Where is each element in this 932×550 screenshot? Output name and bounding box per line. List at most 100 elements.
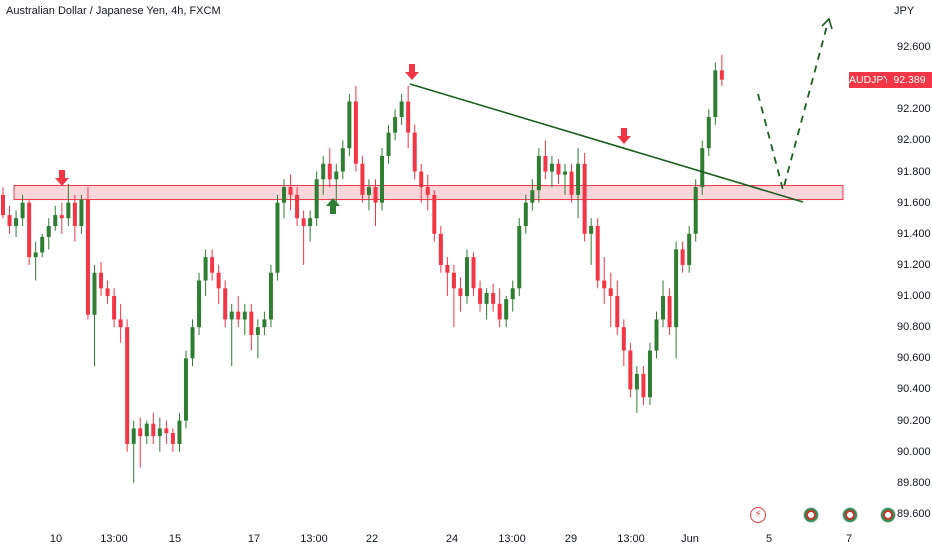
x-tick-label: 29 — [564, 533, 578, 545]
candle-body — [530, 190, 535, 203]
candle-body — [504, 299, 509, 320]
candle — [197, 272, 202, 335]
symbol-price-tag: AUDJPY — [849, 72, 891, 88]
candle-body — [719, 70, 724, 80]
candle — [353, 85, 358, 172]
candle — [92, 264, 97, 367]
candle — [321, 155, 326, 195]
candle — [576, 148, 581, 219]
y-tick-label: 92.000 — [897, 134, 931, 147]
candle-body — [216, 272, 221, 289]
candle — [334, 163, 339, 203]
currency-label: JPY — [894, 5, 915, 17]
candle-body — [301, 218, 306, 227]
candle-body — [419, 171, 424, 188]
candle-body — [406, 101, 411, 133]
candle-body — [569, 171, 574, 195]
price-axis[interactable] — [887, 0, 932, 550]
candle — [373, 179, 378, 227]
candle-body — [321, 163, 326, 180]
candle-body — [674, 249, 679, 328]
candle — [412, 124, 417, 180]
candle — [595, 218, 600, 289]
candle — [268, 264, 273, 328]
candle — [432, 190, 437, 242]
candle-body — [125, 327, 130, 444]
x-tick-label: 13:00 — [617, 533, 645, 545]
flag-icon[interactable] — [842, 507, 858, 523]
candle — [164, 420, 169, 444]
candle — [569, 163, 574, 203]
candle-body — [458, 288, 463, 297]
candle — [687, 226, 692, 273]
candle — [523, 194, 528, 234]
candle-body — [576, 163, 581, 195]
candle-body — [72, 202, 77, 227]
y-tick-label: 91.600 — [897, 196, 931, 209]
candle — [46, 218, 51, 250]
last-price-label: 92.389 — [887, 72, 932, 88]
candle — [458, 277, 463, 312]
arrow-down-marker — [405, 64, 419, 80]
candle — [536, 148, 541, 203]
candle-body — [282, 187, 287, 203]
candle-body — [223, 288, 228, 320]
candle — [262, 311, 267, 335]
candle-body — [92, 272, 97, 315]
candles-layer — [1, 54, 724, 483]
candle-body — [634, 373, 639, 390]
candle — [615, 280, 620, 335]
arrow-down-marker — [55, 170, 69, 186]
flag-icon[interactable] — [880, 507, 896, 523]
candle — [40, 233, 45, 258]
candle — [674, 241, 679, 359]
candle — [497, 288, 502, 328]
candle-body — [242, 311, 247, 320]
plot-background — [0, 0, 887, 550]
y-tick-label: 91.400 — [897, 227, 931, 240]
candle-body — [366, 187, 371, 195]
y-tick-label: 90.200 — [897, 414, 931, 427]
lightning-icon[interactable]: ⚡ — [750, 507, 766, 523]
candle — [491, 283, 496, 312]
candle-body — [314, 179, 319, 219]
y-tick-label: 90.000 — [897, 445, 931, 458]
candle-body — [393, 117, 398, 133]
candle — [66, 183, 71, 227]
candle-body — [510, 288, 515, 300]
candle-body — [425, 187, 430, 195]
candle-body — [99, 272, 104, 289]
candle — [183, 350, 188, 429]
candle-body — [308, 218, 313, 227]
candle — [275, 194, 280, 281]
candle — [556, 159, 561, 184]
candle — [419, 163, 424, 203]
candle — [471, 252, 476, 297]
flag-icon[interactable] — [803, 507, 819, 523]
candle-body — [497, 303, 502, 320]
candle — [308, 210, 313, 242]
candle-body — [386, 132, 391, 156]
candle-body — [40, 236, 45, 253]
candle — [399, 93, 404, 125]
x-tick-label: 24 — [445, 533, 459, 545]
candle — [242, 303, 247, 335]
candle — [72, 194, 77, 242]
candle-body — [46, 226, 51, 237]
candle-body — [491, 292, 496, 304]
candle — [138, 417, 143, 468]
arrow-up-marker — [326, 198, 340, 214]
candle-body — [608, 288, 613, 297]
candle — [177, 412, 182, 452]
candle-body — [399, 101, 404, 118]
candle — [667, 288, 672, 335]
candle-body — [523, 202, 528, 227]
trendline — [409, 83, 804, 203]
candle — [393, 109, 398, 141]
candle — [582, 152, 587, 242]
candle — [484, 288, 489, 320]
arrow-down-marker — [617, 128, 631, 144]
candle — [340, 140, 345, 180]
candle — [85, 187, 90, 320]
